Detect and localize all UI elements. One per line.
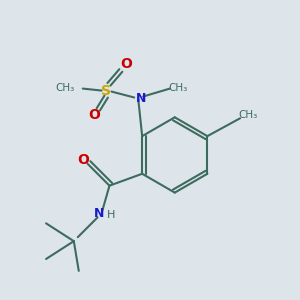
Text: CH₃: CH₃ (56, 82, 75, 93)
Text: O: O (89, 108, 100, 122)
Text: O: O (77, 153, 89, 167)
Text: H: H (107, 210, 116, 220)
Text: O: O (120, 57, 132, 71)
Text: S: S (101, 84, 112, 98)
Text: CH₃: CH₃ (238, 110, 258, 120)
Text: N: N (136, 92, 146, 105)
Text: CH₃: CH₃ (168, 82, 188, 93)
Text: N: N (94, 207, 105, 220)
